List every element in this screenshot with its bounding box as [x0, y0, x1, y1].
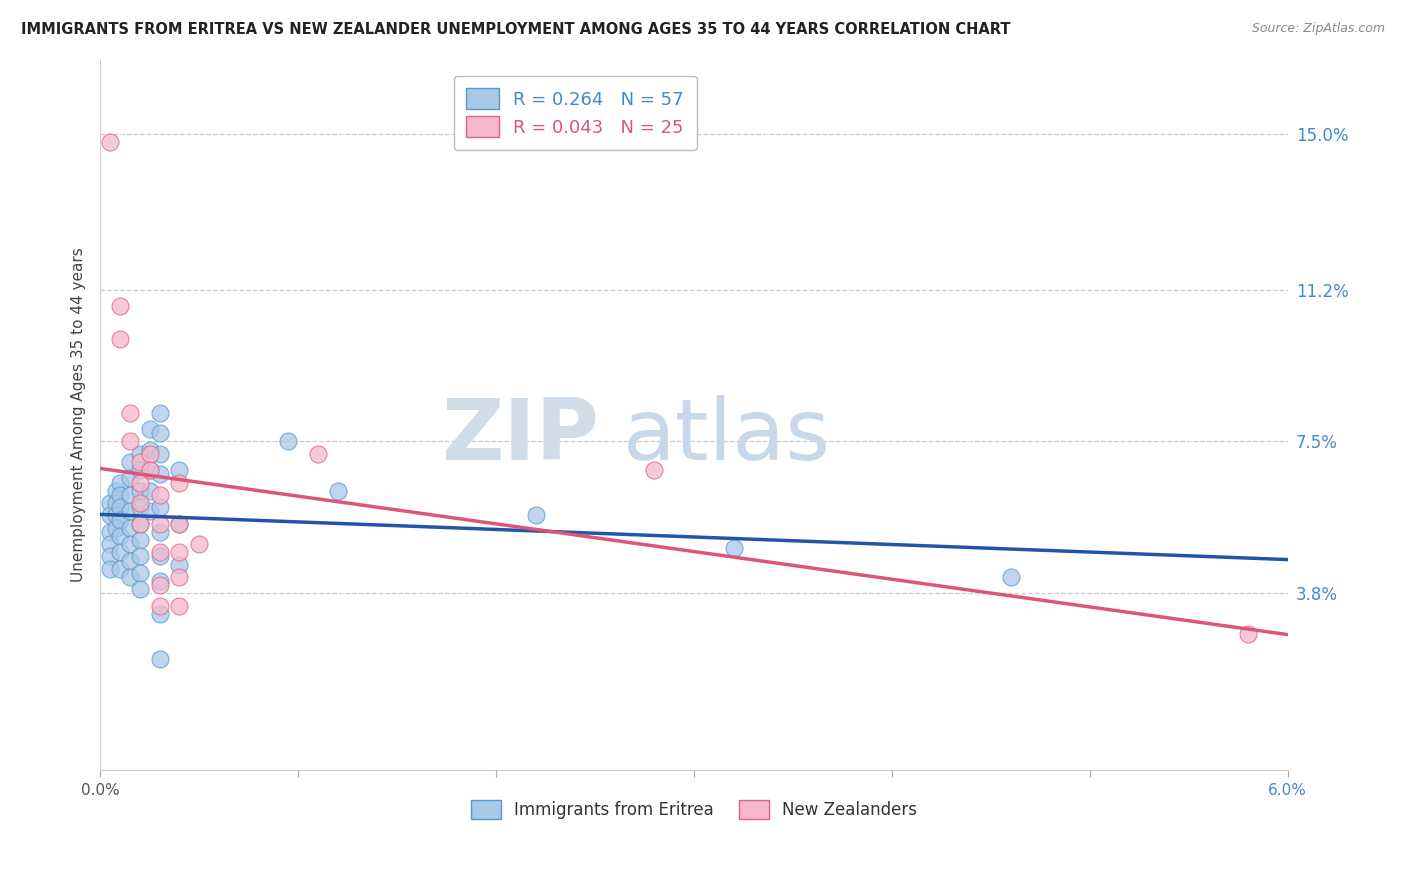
Point	[104, 496, 127, 510]
Point	[138, 447, 160, 461]
Text: 0.0%: 0.0%	[80, 783, 120, 797]
Point	[118, 434, 141, 449]
Point	[118, 406, 141, 420]
Point	[138, 442, 160, 457]
Point	[307, 447, 329, 461]
Point	[98, 496, 121, 510]
Point	[148, 467, 170, 482]
Point	[98, 524, 121, 539]
Point	[108, 529, 131, 543]
Point	[98, 508, 121, 523]
Point	[188, 537, 211, 551]
Point	[98, 135, 121, 149]
Point	[524, 508, 547, 523]
Point	[128, 483, 150, 498]
Point	[148, 578, 170, 592]
Point	[108, 488, 131, 502]
Point	[128, 500, 150, 515]
Point	[118, 521, 141, 535]
Point	[148, 500, 170, 515]
Point	[108, 512, 131, 526]
Point	[98, 562, 121, 576]
Text: Source: ZipAtlas.com: Source: ZipAtlas.com	[1251, 22, 1385, 36]
Point	[169, 570, 191, 584]
Point	[169, 516, 191, 531]
Point	[148, 652, 170, 666]
Point	[128, 463, 150, 477]
Point	[148, 516, 170, 531]
Point	[128, 549, 150, 564]
Point	[108, 500, 131, 515]
Point	[118, 504, 141, 518]
Point	[118, 488, 141, 502]
Point	[723, 541, 745, 556]
Text: atlas: atlas	[623, 394, 831, 477]
Point	[326, 483, 349, 498]
Point	[138, 463, 160, 477]
Point	[148, 599, 170, 613]
Point	[643, 463, 665, 477]
Point	[169, 475, 191, 490]
Point	[148, 607, 170, 621]
Y-axis label: Unemployment Among Ages 35 to 44 years: Unemployment Among Ages 35 to 44 years	[72, 247, 86, 582]
Point	[108, 332, 131, 346]
Point	[148, 524, 170, 539]
Point	[128, 447, 150, 461]
Point	[169, 545, 191, 559]
Point	[108, 545, 131, 559]
Point	[98, 549, 121, 564]
Point	[128, 516, 150, 531]
Point	[138, 422, 160, 436]
Point	[128, 516, 150, 531]
Point	[108, 475, 131, 490]
Point	[108, 299, 131, 313]
Point	[148, 426, 170, 441]
Point	[128, 582, 150, 597]
Point	[148, 549, 170, 564]
Point	[118, 553, 141, 567]
Point	[277, 434, 299, 449]
Point	[128, 455, 150, 469]
Point	[148, 545, 170, 559]
Point	[138, 463, 160, 477]
Point	[138, 504, 160, 518]
Text: IMMIGRANTS FROM ERITREA VS NEW ZEALANDER UNEMPLOYMENT AMONG AGES 35 TO 44 YEARS : IMMIGRANTS FROM ERITREA VS NEW ZEALANDER…	[21, 22, 1011, 37]
Point	[148, 488, 170, 502]
Point	[104, 508, 127, 523]
Point	[104, 483, 127, 498]
Point	[138, 483, 160, 498]
Point	[169, 599, 191, 613]
Legend: Immigrants from Eritrea, New Zealanders: Immigrants from Eritrea, New Zealanders	[464, 793, 924, 826]
Point	[104, 521, 127, 535]
Point	[128, 475, 150, 490]
Point	[128, 496, 150, 510]
Point	[148, 574, 170, 588]
Text: ZIP: ZIP	[441, 394, 599, 477]
Point	[148, 447, 170, 461]
Point	[1000, 570, 1022, 584]
Point	[1237, 627, 1260, 641]
Point	[118, 537, 141, 551]
Point	[128, 533, 150, 547]
Point	[169, 463, 191, 477]
Point	[128, 566, 150, 580]
Point	[118, 570, 141, 584]
Point	[108, 562, 131, 576]
Text: 6.0%: 6.0%	[1268, 783, 1308, 797]
Point	[148, 406, 170, 420]
Point	[169, 516, 191, 531]
Point	[118, 471, 141, 485]
Point	[118, 455, 141, 469]
Point	[169, 558, 191, 572]
Point	[98, 537, 121, 551]
